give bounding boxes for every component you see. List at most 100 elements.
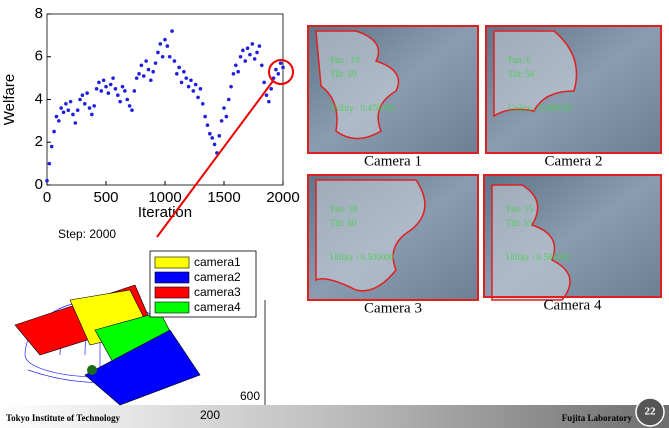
point (90, 113, 94, 117)
point (189, 78, 193, 82)
point (220, 119, 224, 123)
point (253, 57, 257, 61)
point (210, 136, 214, 140)
point (137, 72, 141, 76)
point (229, 85, 233, 89)
point (102, 78, 106, 82)
camera-caption: Camera 3 (364, 300, 422, 316)
point (109, 83, 113, 87)
y-axis-label: Welfare (1, 74, 18, 125)
x-tick-label: 0 (43, 189, 51, 206)
point (76, 108, 80, 112)
y-tick-label: 8 (35, 5, 43, 22)
point (66, 108, 70, 112)
camera-overlay: Utility : 0.470000 (330, 103, 395, 113)
point (265, 93, 269, 97)
point (217, 134, 221, 138)
point (78, 98, 82, 102)
point (251, 42, 255, 46)
point (281, 66, 285, 70)
camera-overlay: Utility : 0.690000 (508, 103, 573, 113)
point (262, 81, 266, 85)
camera-overlay: Tilt: 60 (330, 218, 357, 228)
legend-label: camera4 (194, 300, 241, 314)
camera-base (87, 365, 97, 375)
step-label: Step: 2000 (58, 227, 116, 241)
camera-caption: Camera 1 (364, 153, 422, 169)
camera-overlay: Pan: 18 (330, 204, 358, 214)
point (279, 61, 283, 65)
point (142, 74, 146, 78)
camera-overlay: Pan : 19 (330, 55, 360, 65)
point (203, 115, 207, 119)
camera-overlay: Utility : 0.580000 (506, 252, 571, 262)
point (276, 72, 280, 76)
point (201, 102, 205, 106)
camera-overlay: Tilt: 58 (508, 69, 535, 79)
point (114, 87, 118, 91)
point (274, 68, 278, 72)
camera-overlay: Tilt: 55 (506, 218, 533, 228)
point (258, 44, 262, 48)
axis-label: 200 (200, 408, 220, 422)
point (99, 89, 103, 93)
point (52, 130, 56, 134)
point (163, 38, 167, 42)
point (267, 100, 271, 104)
legend-label: camera3 (194, 285, 241, 299)
point (57, 119, 61, 123)
legend-swatch (155, 257, 189, 268)
point (166, 44, 170, 48)
point (85, 91, 89, 95)
point (48, 162, 52, 166)
legend-label: camera2 (194, 270, 241, 284)
point (130, 108, 134, 112)
x-axis-label: Iteration (138, 204, 192, 221)
camera-caption: Camera 4 (544, 297, 602, 313)
legend-label: camera1 (194, 255, 241, 269)
point (154, 61, 158, 65)
point (50, 145, 54, 149)
point (45, 179, 49, 183)
camera-overlay: Utility : 0.500000 (330, 252, 395, 262)
x-tick-label: 1500 (207, 189, 240, 206)
camera-overlay: Pan: 0 (508, 55, 531, 65)
x-tick-label: 500 (93, 189, 118, 206)
point (107, 91, 111, 95)
point (59, 106, 63, 110)
point (243, 59, 247, 63)
point (118, 100, 122, 104)
point (95, 87, 99, 91)
point (248, 53, 252, 57)
point (128, 104, 132, 108)
point (88, 106, 92, 110)
point (260, 64, 264, 68)
point (187, 85, 191, 89)
point (255, 51, 259, 55)
slide: Tokyo Institute of Technology Fujita Lab… (0, 0, 669, 428)
footer-right: Fujita Laboratory (562, 413, 633, 423)
point (175, 72, 179, 76)
point (123, 89, 127, 93)
point (184, 76, 188, 80)
point (140, 64, 144, 68)
point (180, 81, 184, 85)
point (135, 76, 139, 80)
point (213, 143, 217, 147)
point (81, 93, 85, 97)
point (62, 111, 66, 115)
point (92, 104, 96, 108)
y-tick-label: 4 (35, 90, 43, 107)
point (192, 89, 196, 93)
legend-swatch (155, 287, 189, 298)
point (83, 102, 87, 106)
point (149, 78, 153, 82)
point (64, 102, 68, 106)
point (144, 59, 148, 63)
point (239, 55, 243, 59)
point (71, 113, 75, 117)
point (111, 76, 115, 80)
point (55, 115, 59, 119)
point (269, 87, 273, 91)
point (234, 64, 238, 68)
